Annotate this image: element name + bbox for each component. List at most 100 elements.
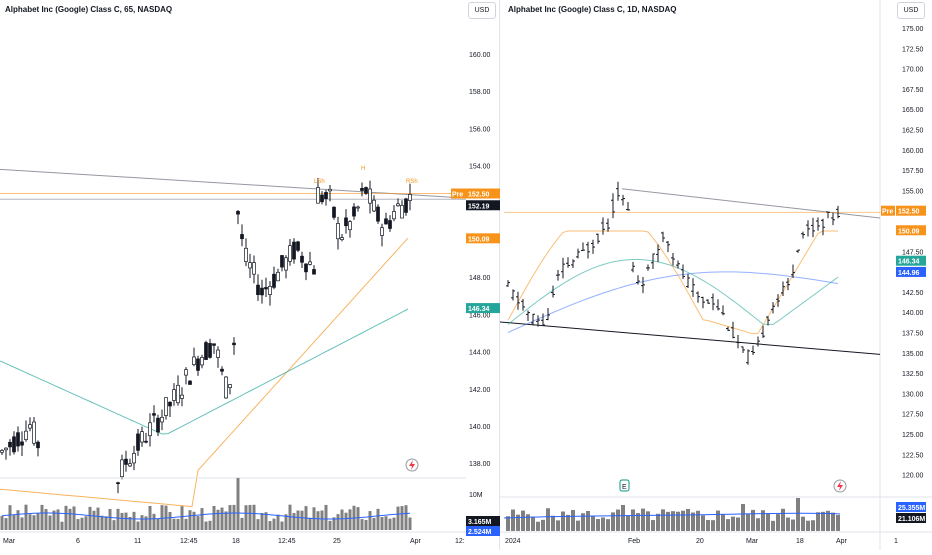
left-volume-bar: [32, 515, 36, 530]
left-chart-title: Alphabet Inc (Google) Class C, 65, NASDA…: [5, 5, 173, 14]
left-volume-bar: [128, 516, 132, 530]
left-candle-body: [0, 450, 4, 453]
left-candle-body: [376, 206, 380, 222]
left-volume-bar: [188, 510, 192, 530]
left-chart-canvas[interactable]: LSh H RSh Mar 6 11 12:45 18 12:45 25 Apr 12: Pre: [0, 0, 466, 550]
left-pattern-label: H: [361, 166, 365, 172]
right-volume-bar: [606, 519, 610, 531]
left-volume-bar: [308, 517, 312, 530]
left-volume-bar: [408, 517, 412, 530]
left-candle-body: [32, 421, 36, 444]
left-volume-bar: [240, 517, 244, 530]
earnings-icon-box: [619, 479, 630, 492]
left-candle-body: [116, 482, 120, 485]
right-volume-bar: [526, 514, 530, 531]
left-time-tick: 6: [76, 538, 80, 545]
left-candle-body: [208, 343, 212, 358]
right-volume-bar: [561, 511, 565, 531]
left-candle-body: [356, 206, 360, 209]
left-candle-body: [276, 271, 280, 282]
left-volume-bar: [200, 508, 204, 530]
left-candle-body: [384, 218, 388, 225]
right-volume-bar: [816, 512, 820, 531]
right-volume-bar: [826, 510, 830, 531]
left-price-scale[interactable]: USD 160.00158.00156.00154.00152.00150.00…: [466, 0, 500, 550]
right-currency-button[interactable]: USD: [897, 2, 925, 19]
left-volume-bar: [248, 504, 252, 530]
left-volume-bar: [396, 506, 400, 530]
left-price-tick: 160.00: [469, 52, 491, 59]
left-candle-body: [300, 255, 304, 263]
left-volume-bar: [288, 504, 292, 530]
left-candle-body: [396, 203, 400, 207]
left-volume-bar: [132, 511, 136, 530]
right-ema-slow: [507, 258, 839, 325]
right-ema-fast-badge-bg: [896, 225, 926, 236]
left-candle-body: [160, 416, 164, 423]
left-candle-body: [364, 187, 368, 194]
left-candle-body: [124, 458, 128, 465]
left-volume-bar: [380, 517, 384, 530]
left-volume-bar: [204, 521, 208, 530]
left-price-tick: 144.00: [469, 350, 491, 357]
left-volume-bar: [356, 507, 360, 530]
right-chart-canvas[interactable]: 175.00 172.50 170.00 167.50 165.00 162.50 160.…: [500, 0, 932, 550]
right-volume-bar: [551, 515, 555, 531]
left-volume-bar: [296, 510, 300, 530]
left-candle-body: [236, 211, 240, 215]
left-volume-badge: 3.165M: [466, 516, 500, 526]
left-candle-body: [316, 187, 320, 204]
left-candle-body: [292, 241, 296, 260]
left-candle-body: [192, 356, 196, 365]
right-volume-bar: [536, 521, 540, 531]
left-ema-slow-badge-text: 146.34: [468, 306, 490, 313]
right-pre-badge: Pre: [881, 205, 895, 216]
left-volume-bar: [388, 518, 392, 530]
left-candle-body: [288, 245, 292, 262]
left-candle-body: [360, 188, 364, 191]
right-time-tick: 18: [796, 538, 804, 545]
right-price-tick: 165.00: [902, 107, 924, 114]
left-ema-slow-badge: 146.34: [466, 303, 500, 314]
right-volume-bar: [701, 515, 705, 531]
left-volume-bar: [316, 511, 320, 530]
left-volume-bar: [168, 511, 172, 530]
left-pattern-label: RSh: [406, 179, 418, 185]
right-volume-bar: [586, 511, 590, 531]
left-volume-bar: [192, 511, 196, 530]
right-volume-bar: [576, 520, 580, 531]
left-volume-ma-badge-bg: [466, 526, 500, 536]
left-volume-ma-badge-text: 2.524M: [468, 529, 492, 536]
left-volume-bar: [212, 506, 216, 530]
right-volume-bar: [791, 519, 795, 531]
left-candle-body: [408, 194, 412, 201]
left-volume-bar: [104, 516, 108, 530]
right-pre-value-badge: 152.50: [896, 205, 926, 216]
left-candle-body: [296, 241, 300, 251]
right-volume-ma-badge: 21.106M: [896, 513, 926, 523]
left-pre-badge: Pre: [451, 188, 466, 199]
right-volume-bar: [721, 514, 725, 531]
left-candle-body: [4, 447, 8, 451]
left-ema-slow-badge-bg: [466, 303, 500, 314]
right-volume-badge-text: 25.355M: [898, 505, 925, 512]
chart-pane-left[interactable]: LSh H RSh Mar 6 11 12:45 18 12:45 25 Apr 12: Pre Alp…: [0, 0, 466, 550]
left-pre-badge-label: Pre: [452, 192, 463, 199]
left-volume-bar: [24, 504, 28, 530]
left-volume-bar: [56, 509, 60, 530]
right-volume-ma-badge-bg: [896, 513, 926, 523]
left-candle-body: [244, 247, 248, 262]
left-currency-label[interactable]: USD: [468, 2, 496, 19]
left-volume-bar: [340, 509, 344, 530]
right-price-tick: 170.00: [902, 67, 924, 74]
left-volume-bar: [400, 506, 404, 530]
left-candle-body: [120, 459, 124, 478]
left-volume-bar: [68, 508, 72, 530]
left-volume-bar: [120, 512, 124, 530]
right-volume-bar: [676, 511, 680, 531]
right-time-tick: 2024: [505, 538, 521, 545]
right-time-tick: Feb: [628, 538, 640, 545]
left-time-tick: 12:45: [278, 538, 296, 545]
right-volume-bar: [806, 520, 810, 531]
chart-pane-right[interactable]: 175.00 172.50 170.00 167.50 165.00 162.50 160.…: [500, 0, 932, 550]
